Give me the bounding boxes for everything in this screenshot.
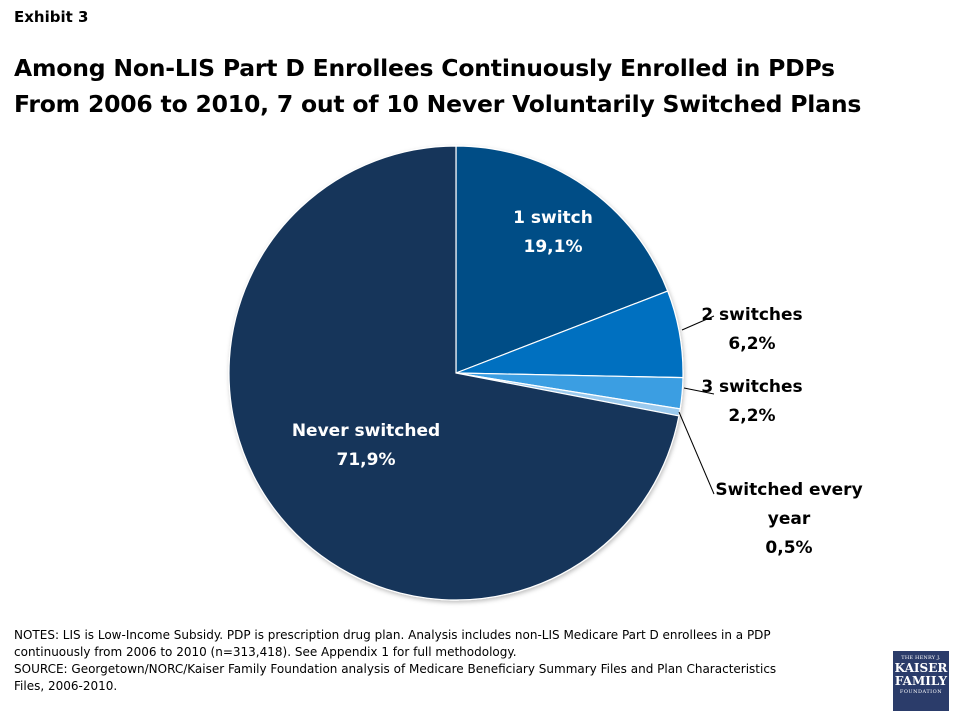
chart-title-line-1: Among Non-LIS Part D Enrollees Continuou… (14, 54, 835, 82)
pie-chart: 1 switch 19,1% 2 switches 6,2% 3 switches 2,2… (228, 145, 863, 601)
slice-name-2-switches: 2 switches (701, 305, 802, 325)
logo-line-1: THE HENRY J. (901, 655, 941, 661)
logo-line-3: FOUNDATION (899, 689, 943, 695)
slice-label-3-switches: 3 switches 2,2% (701, 377, 802, 426)
chart-title-line-2: From 2006 to 2010, 7 out of 10 Never Vol… (14, 90, 862, 118)
slice-name-switched-every-year: Switched every (715, 480, 862, 500)
slice-value-never-switched: 71,9% (337, 450, 396, 470)
source-line-1: SOURCE: Georgetown/NORC/Kaiser Family Fo… (14, 662, 777, 676)
leader-line-3-switches (683, 387, 715, 395)
slice-value-1-switch: 19,1% (524, 237, 583, 257)
logo-line-2a: KAISER (894, 661, 948, 675)
slice-value-switched-every-year: 0,5% (765, 538, 812, 558)
leader-line-switched-every-year (678, 411, 715, 495)
exhibit-label: Exhibit 3 (14, 8, 89, 26)
slice-label-never-switched: Never switched 71,9% (292, 421, 440, 470)
leader-line-2-switches (681, 315, 715, 331)
logo-line-2b: FAMILY (894, 674, 948, 688)
pie-slice-1-switch (455, 145, 669, 374)
slice-label-1-switch: 1 switch 19,1% (513, 208, 593, 257)
pie-slice-never-switched (228, 145, 680, 601)
slice-label-2-switches: 2 switches 6,2% (701, 305, 802, 354)
notes-line-1: NOTES: LIS is Low-Income Subsidy. PDP is… (14, 628, 771, 642)
slice-name-never-switched: Never switched (292, 421, 440, 441)
slice-name-switched-every-year: year (768, 509, 811, 529)
notes-line-2: continuously from 2006 to 2010 (n=313,41… (14, 645, 517, 659)
slice-name-3-switches: 3 switches (701, 377, 802, 397)
slice-name-1-switch: 1 switch (513, 208, 593, 228)
slice-label-switched-every-year: Switched every year 0,5% (715, 480, 862, 558)
chart-title: Among Non-LIS Part D Enrollees Continuou… (14, 50, 944, 122)
kff-logo: THE HENRY J. KAISER FAMILY FOUNDATION (893, 651, 949, 711)
slice-value-3-switches: 2,2% (728, 406, 775, 426)
source-line-2: Files, 2006-2010. (14, 679, 118, 693)
chart-notes: NOTES: LIS is Low-Income Subsidy. PDP is… (14, 627, 874, 695)
slice-value-2-switches: 6,2% (728, 334, 775, 354)
